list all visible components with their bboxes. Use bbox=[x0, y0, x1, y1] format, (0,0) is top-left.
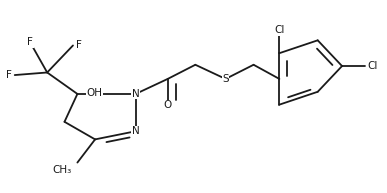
Text: F: F bbox=[76, 41, 82, 50]
Text: F: F bbox=[6, 70, 12, 80]
Text: N: N bbox=[132, 126, 139, 136]
Text: Cl: Cl bbox=[274, 25, 284, 36]
Text: F: F bbox=[27, 37, 33, 47]
Text: N: N bbox=[132, 89, 139, 99]
Text: Cl: Cl bbox=[368, 61, 378, 71]
Text: S: S bbox=[222, 74, 229, 84]
Text: OH: OH bbox=[87, 89, 103, 98]
Text: CH₃: CH₃ bbox=[53, 165, 72, 175]
Text: O: O bbox=[164, 100, 172, 110]
